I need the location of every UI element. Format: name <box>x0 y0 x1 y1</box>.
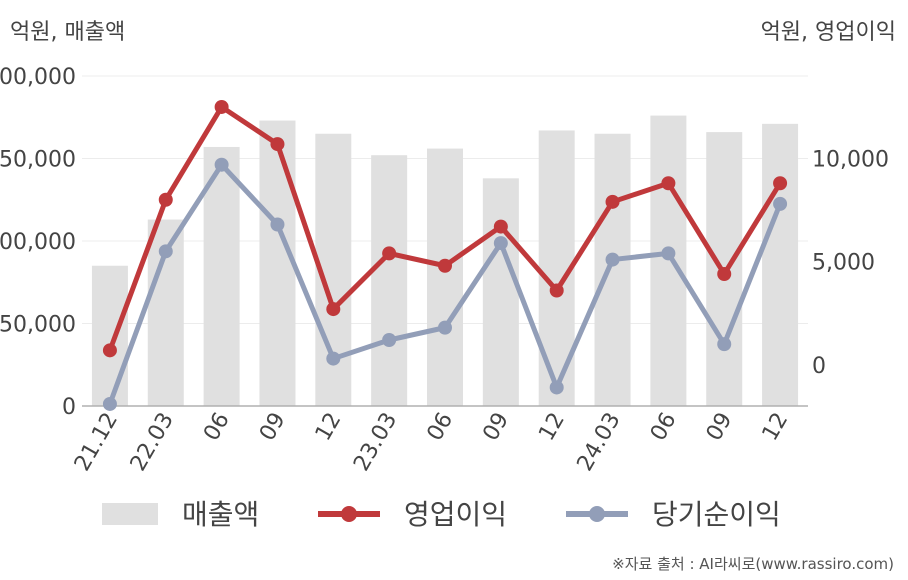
right-tick-label-2: 10,000 <box>812 148 889 173</box>
line-0-point-0 <box>102 343 117 358</box>
line-0-point-3 <box>270 137 285 152</box>
legend-swatch-marker-1 <box>341 506 357 522</box>
line-0-point-9 <box>605 194 620 209</box>
x-axis-ticks: 21.12 22.03 06 09 12 23.03 06 09 12 24.03 06 09 12 <box>70 409 793 476</box>
line-series-layer <box>102 99 788 411</box>
line-0-point-8 <box>549 283 564 298</box>
bar-12 <box>762 123 799 406</box>
line-1-point-3 <box>270 217 285 232</box>
line-0-point-1 <box>158 192 173 207</box>
line-0-point-2 <box>214 99 229 114</box>
right-axis-ticks: 0 5,000 10,000 <box>812 148 889 379</box>
bar-9 <box>594 133 631 406</box>
line-0-point-5 <box>382 246 397 261</box>
left-axis-ticks: 0 50,000 100,000 150,000 200,000 <box>0 65 76 420</box>
right-tick-label-0: 0 <box>812 354 826 379</box>
line-1-point-2 <box>214 157 229 172</box>
bar-5 <box>371 155 408 406</box>
line-1-point-11 <box>717 337 732 352</box>
x-tick-label-0: 21.12 <box>70 409 123 476</box>
right-axis-unit-label: 억원, 영업이익 <box>760 20 896 45</box>
line-1-point-0 <box>102 396 117 411</box>
legend-label-0: 매출액 <box>182 498 259 531</box>
legend-swatch-marker-2 <box>589 506 605 522</box>
line-0-point-6 <box>438 258 452 273</box>
x-tick-label-8: 12 <box>534 409 570 446</box>
line-1-point-1 <box>158 244 173 259</box>
x-tick-label-12: 12 <box>758 409 794 446</box>
line-0-point-4 <box>326 302 341 317</box>
line-1-point-12 <box>773 196 788 211</box>
source-note: ※자료 출처 : AI라씨로(www.rassiro.com) <box>612 555 894 573</box>
line-0-point-10 <box>661 176 676 191</box>
x-tick-label-3: 09 <box>255 409 291 446</box>
line-1-point-5 <box>382 333 397 347</box>
x-tick-label-9: 24.03 <box>573 409 626 476</box>
left-axis-unit-label: 억원, 매출액 <box>10 20 126 45</box>
line-1-point-9 <box>605 252 620 267</box>
x-tick-label-1: 22.03 <box>126 409 179 476</box>
bar-0 <box>91 265 128 406</box>
left-tick-label-2: 100,000 <box>0 230 76 255</box>
line-0-point-7 <box>493 219 508 234</box>
right-tick-label-1: 5,000 <box>812 251 875 276</box>
bar-3 <box>259 120 296 407</box>
bar-6 <box>427 148 463 406</box>
line-1-point-10 <box>661 246 676 261</box>
legend-label-1: 영업이익 <box>404 498 507 531</box>
left-tick-label-1: 50,000 <box>0 313 76 338</box>
line-0-point-12 <box>773 176 788 191</box>
line-1-point-6 <box>438 320 452 335</box>
legend-swatch-0 <box>102 503 158 525</box>
left-tick-label-0: 0 <box>62 395 76 420</box>
x-tick-label-10: 06 <box>646 409 682 446</box>
bar-10 <box>650 115 687 406</box>
line-0-point-11 <box>717 267 732 281</box>
x-tick-label-11: 09 <box>702 409 738 446</box>
x-tick-label-7: 09 <box>478 409 514 446</box>
x-tick-label-6: 06 <box>423 409 459 446</box>
line-1-point-8 <box>549 380 564 395</box>
line-1-point-7 <box>493 236 508 251</box>
legend-label-2: 당기순이익 <box>652 498 781 531</box>
line-1-point-4 <box>326 351 341 366</box>
bar-series-layer <box>91 115 799 407</box>
left-tick-label-4: 200,000 <box>0 65 76 90</box>
x-tick-label-4: 12 <box>311 409 347 446</box>
left-tick-label-3: 150,000 <box>0 148 76 173</box>
x-tick-label-5: 23.03 <box>349 409 402 476</box>
bar-7 <box>482 178 519 406</box>
legend: 매출액 영업이익 당기순이익 <box>102 498 781 531</box>
bar-2 <box>203 146 240 406</box>
x-tick-label-2: 06 <box>199 409 235 446</box>
